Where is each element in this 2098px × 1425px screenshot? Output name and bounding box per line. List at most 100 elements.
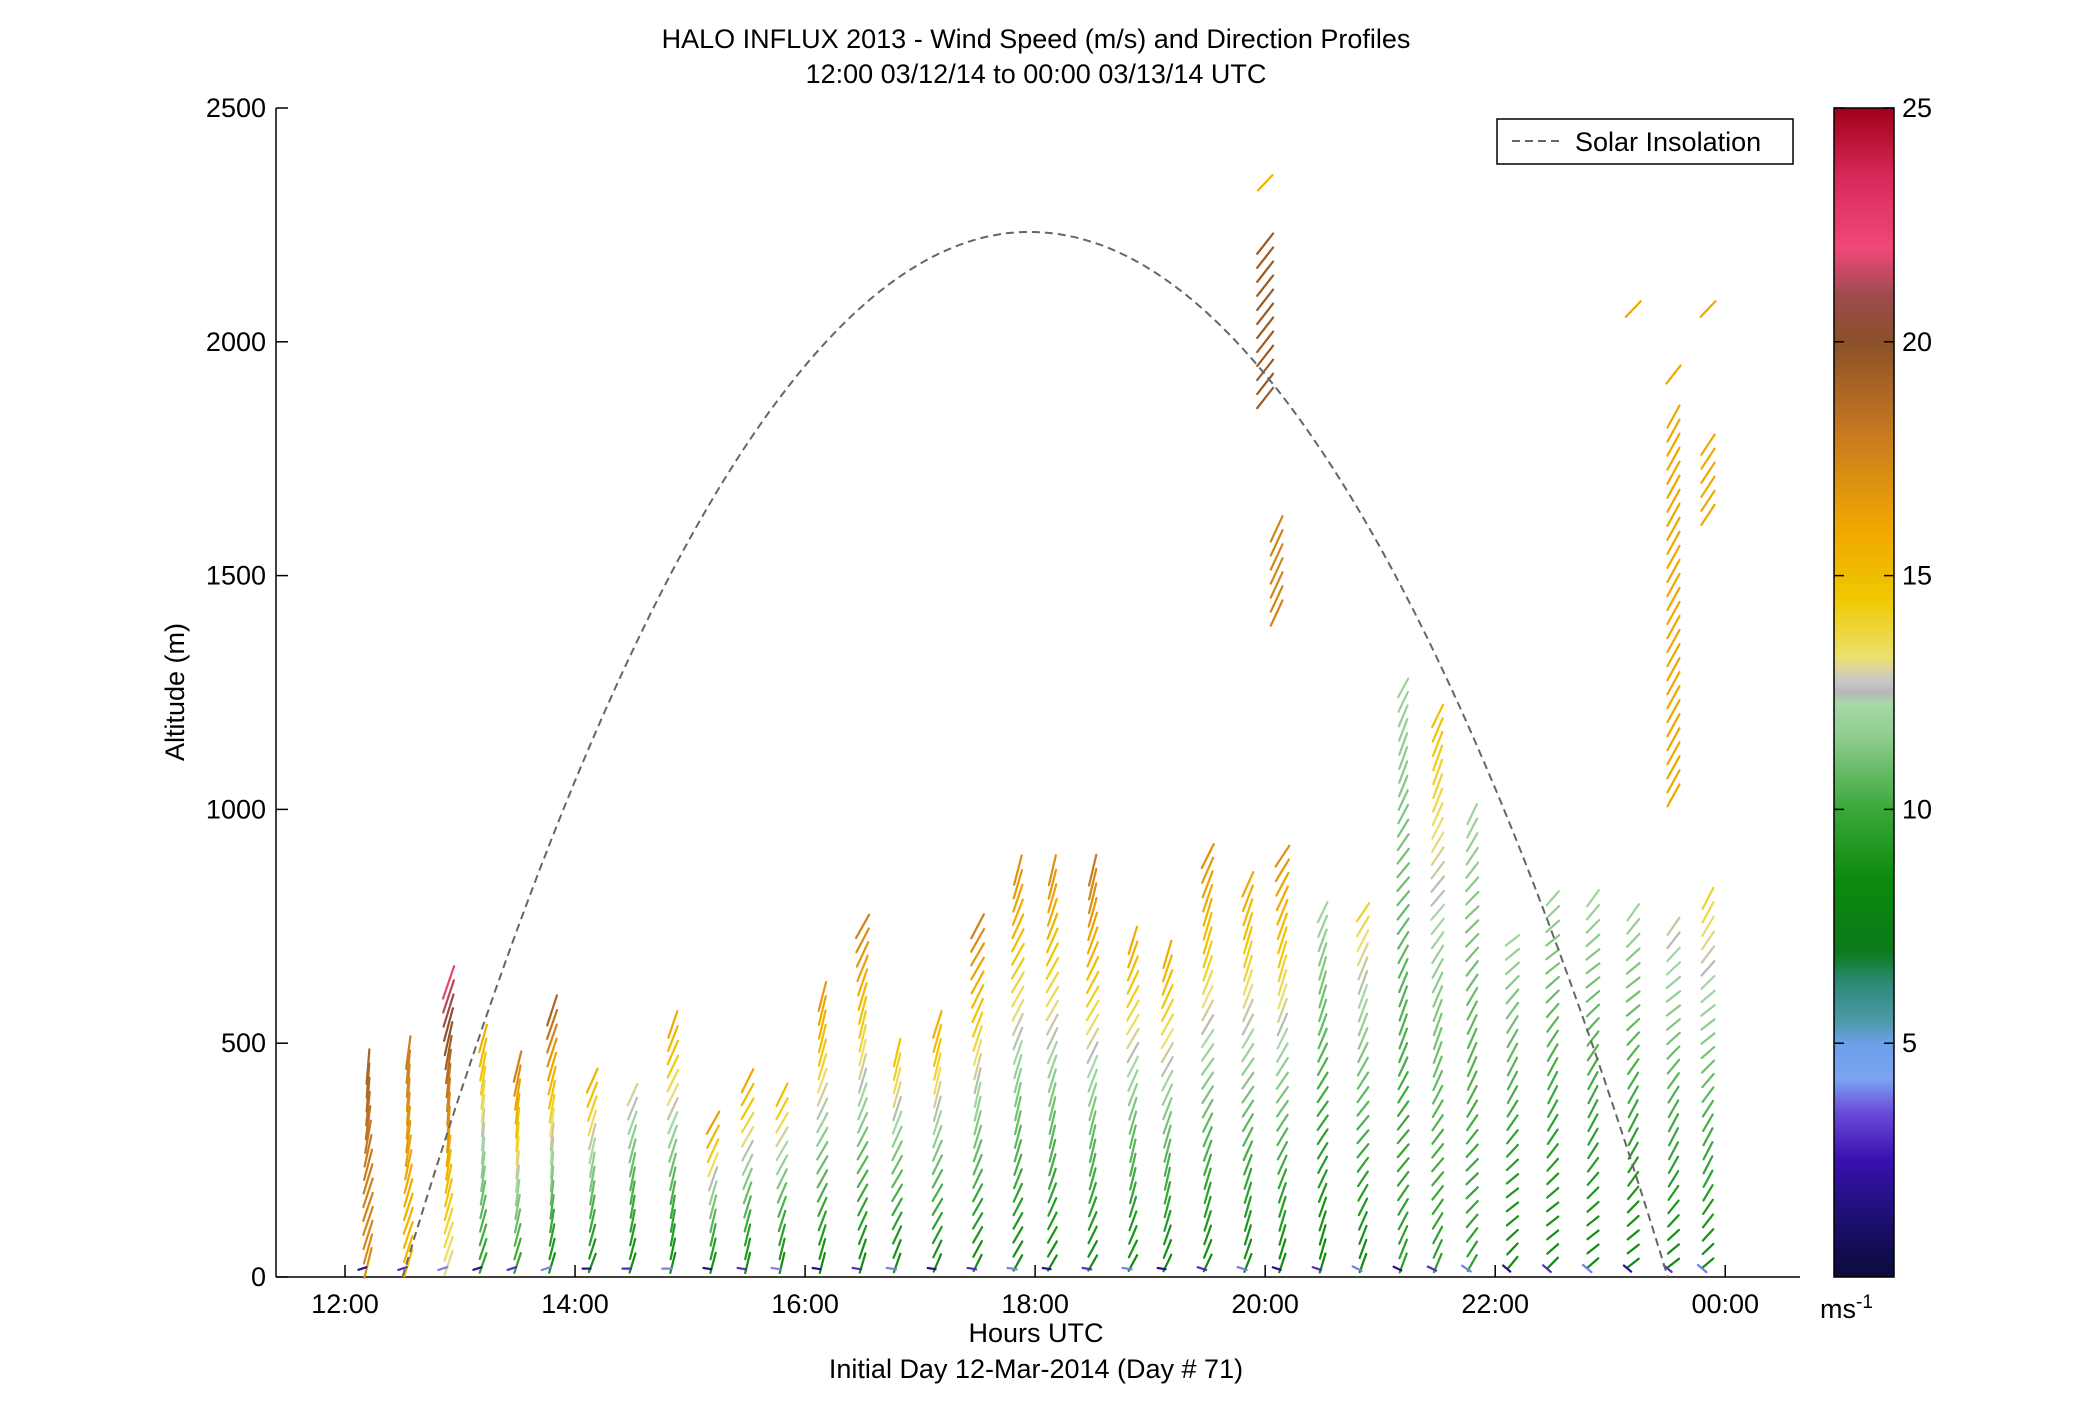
wind-barb — [479, 1051, 487, 1082]
wind-barb — [743, 1223, 752, 1247]
wind-barb — [666, 1097, 679, 1121]
wind-barb — [1666, 516, 1681, 542]
wind-barb — [472, 1266, 483, 1271]
wind-barb — [1666, 1045, 1681, 1060]
wind-barb — [626, 1082, 639, 1107]
wind-barb — [1256, 316, 1275, 339]
wind-barb — [736, 1266, 748, 1271]
wind-barb — [1466, 1099, 1479, 1118]
wind-barb — [548, 1093, 556, 1124]
wind-barb — [441, 965, 456, 1000]
wind-barb — [1431, 1157, 1445, 1173]
wind-barb — [404, 1148, 413, 1181]
wind-barb — [545, 1008, 559, 1041]
wind-barb — [1430, 903, 1446, 921]
wind-barb — [1269, 557, 1284, 585]
wind-barb — [515, 1121, 520, 1153]
wind-barb — [1396, 1129, 1410, 1145]
wind-barb — [588, 1165, 596, 1192]
wind-barb — [1546, 1172, 1560, 1186]
wind-barb — [973, 1067, 982, 1095]
wind-barb — [1275, 1099, 1289, 1118]
wind-barb — [1546, 1229, 1560, 1241]
wind-barb — [1317, 1169, 1328, 1189]
wind-barb — [1201, 1098, 1214, 1119]
wind-barb — [1086, 955, 1100, 981]
wind-barb — [932, 1037, 942, 1068]
wind-barb — [1242, 940, 1253, 969]
wind-barb — [1087, 1239, 1099, 1258]
wind-barb — [1160, 1013, 1175, 1036]
wind-barb — [1431, 971, 1444, 994]
wind-barb — [970, 942, 986, 967]
wind-barb — [1202, 911, 1213, 941]
wind-barb — [1241, 1071, 1255, 1090]
wind-barb — [1357, 1183, 1369, 1202]
wind-barb — [817, 1009, 827, 1040]
wind-barb — [514, 1106, 521, 1139]
wind-barb — [1317, 1155, 1329, 1175]
wind-barb — [1127, 925, 1139, 956]
wind-barb — [1465, 1172, 1479, 1186]
wind-barb — [972, 1168, 984, 1189]
wind-barb — [1505, 1187, 1520, 1199]
wind-barb — [1011, 999, 1025, 1022]
wind-barb — [1012, 1040, 1023, 1065]
wind-barb — [1432, 1069, 1444, 1092]
wind-barb — [1011, 985, 1025, 1008]
wind-barb — [1505, 1143, 1520, 1158]
wind-barb — [1396, 903, 1410, 921]
wind-barb — [972, 1239, 984, 1258]
wind-barb — [1269, 599, 1284, 627]
wind-barb — [1013, 1110, 1022, 1136]
wind-barb — [1624, 300, 1642, 318]
wind-barb — [363, 1133, 373, 1168]
wind-barb — [857, 982, 868, 1011]
wind-barb — [709, 1222, 717, 1247]
wind-barb — [363, 1148, 374, 1182]
wind-barb — [548, 1223, 556, 1247]
wind-barb — [1546, 1143, 1559, 1159]
wind-barb — [1585, 903, 1601, 921]
wind-barb — [770, 1266, 783, 1271]
wind-barb — [1256, 174, 1274, 192]
wind-barb — [669, 1194, 676, 1220]
wind-barb — [1242, 969, 1254, 996]
wind-barb — [1431, 717, 1444, 743]
wind-barb — [1163, 1181, 1172, 1205]
wind-barb — [629, 1180, 636, 1206]
wind-barb — [1088, 1110, 1097, 1136]
wind-barb — [1546, 1016, 1560, 1033]
wind-barb — [1269, 515, 1284, 543]
wind-barb — [1203, 1195, 1212, 1218]
wind-barb — [1129, 1138, 1137, 1164]
wind-barb — [1667, 1085, 1680, 1104]
wind-barb — [705, 1110, 721, 1135]
wind-barb — [589, 1180, 596, 1206]
wind-barb — [1351, 1265, 1363, 1272]
wind-barb — [1012, 1197, 1024, 1217]
wind-barb — [1256, 372, 1275, 396]
wind-barb — [1318, 998, 1328, 1023]
wind-barb — [1357, 970, 1369, 995]
wind-barb — [514, 1092, 521, 1125]
wind-barb — [1356, 1129, 1370, 1145]
wind-barb — [973, 1081, 982, 1109]
wind-barb — [629, 1194, 636, 1220]
wind-barb — [1275, 1071, 1290, 1090]
wind-barb — [1466, 1014, 1478, 1035]
wind-barb — [1202, 883, 1214, 913]
wind-barb — [1665, 1004, 1682, 1017]
wind-barb — [1700, 447, 1716, 470]
wind-barb — [1126, 955, 1139, 982]
wind-barb — [1276, 1140, 1289, 1161]
wind-barb — [1430, 831, 1445, 853]
wind-barb — [1357, 956, 1369, 981]
wind-barb — [1546, 1029, 1559, 1048]
wind-barb — [1432, 1041, 1443, 1065]
wind-barb — [1046, 1027, 1059, 1050]
wind-barb — [1666, 614, 1681, 640]
wind-barb — [1431, 1171, 1445, 1187]
wind-barb — [480, 1108, 486, 1138]
wind-barb — [1465, 1157, 1479, 1172]
